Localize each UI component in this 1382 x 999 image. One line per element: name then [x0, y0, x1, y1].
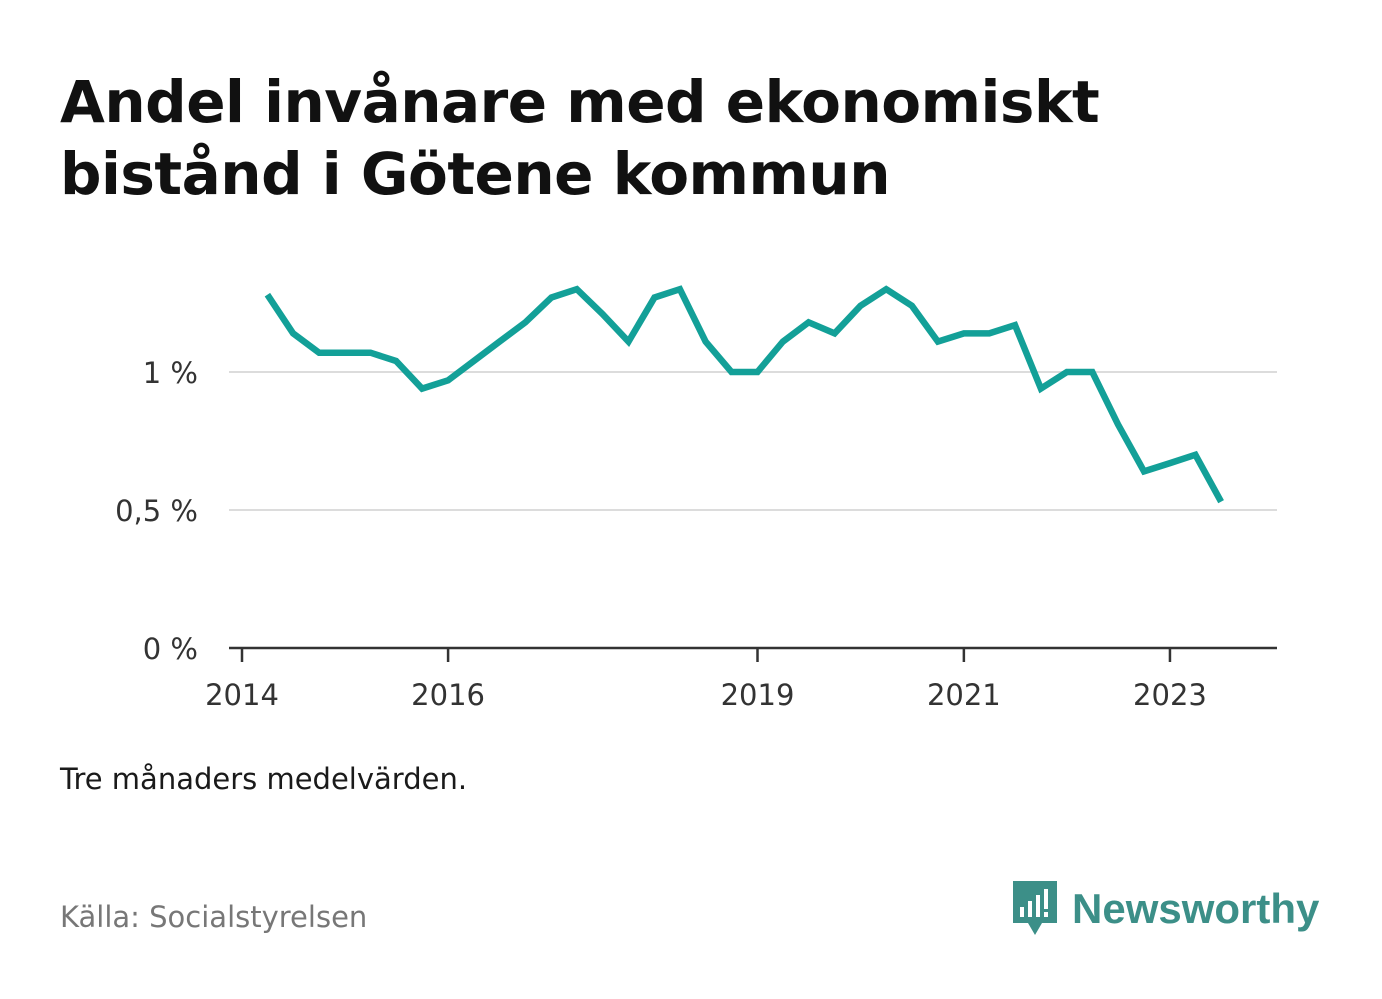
series-line: [264, 285, 1224, 504]
source-label: Källa: Socialstyrelsen: [60, 900, 368, 934]
brand-logo[interactable]: Newsworthy: [1010, 878, 1319, 940]
y-tick-label: 0 %: [143, 632, 198, 666]
chart-note: Tre månaders medelvärden.: [60, 762, 468, 796]
x-axis: [229, 646, 1277, 662]
newsworthy-logo-icon: [1013, 881, 1057, 935]
chart-title: Andel invånare med ekonomiskt bistånd i …: [60, 68, 1100, 208]
x-tick-label: 2014: [205, 678, 279, 712]
y-axis-labels: 0 % 0,5 % 1 %: [115, 356, 198, 666]
x-tick-label: 2023: [1133, 678, 1207, 712]
grid-lines: [229, 371, 1277, 511]
y-tick-label: 1 %: [143, 356, 198, 390]
x-axis-labels: 2014 2016 2019 2021 2023: [205, 678, 1207, 712]
series-layer: [264, 285, 1224, 504]
y-tick-label: 0,5 %: [115, 494, 198, 528]
brand-name: Newsworthy: [1072, 885, 1320, 932]
x-tick-label: 2021: [927, 678, 1001, 712]
x-tick-label: 2016: [411, 678, 485, 712]
x-tick-label: 2019: [721, 678, 795, 712]
